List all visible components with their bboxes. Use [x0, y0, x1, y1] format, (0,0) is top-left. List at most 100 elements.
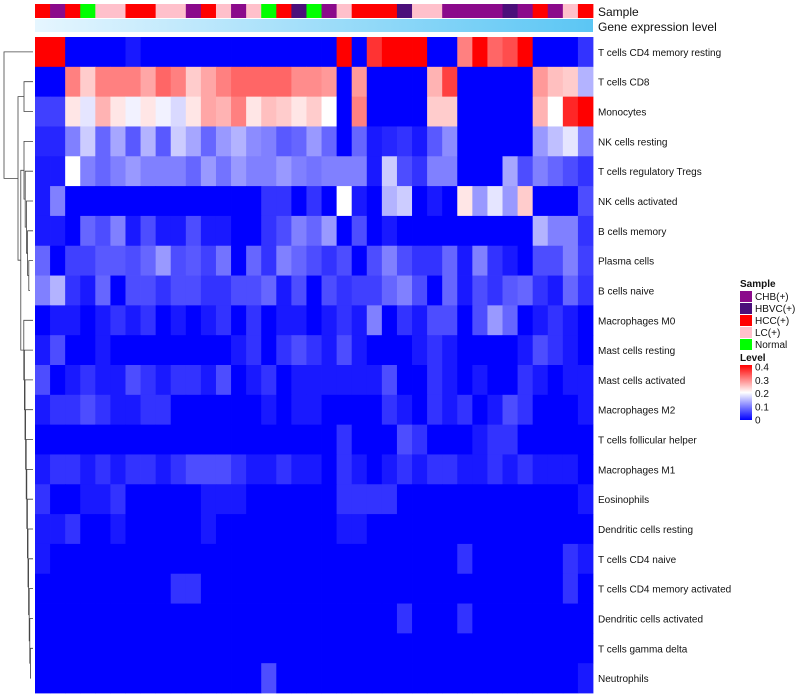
- heatmap-cell: [487, 454, 503, 485]
- heatmap-cell: [306, 126, 322, 157]
- heatmap-cell: [577, 126, 594, 157]
- heatmap-cell: [291, 66, 307, 98]
- heatmap-cell: [442, 424, 458, 455]
- heatmap-cell: [170, 37, 187, 68]
- heatmap-cell: [427, 573, 443, 604]
- heatmap-cell: [351, 424, 368, 455]
- heatmap-cell: [276, 96, 292, 127]
- heatmap-cell: [457, 663, 473, 694]
- heatmap-cell: [487, 305, 503, 336]
- heatmap-cell: [487, 424, 503, 455]
- heatmap-cell: [140, 424, 157, 455]
- heatmap-cell: [532, 484, 549, 515]
- heatmap-cell: [336, 663, 353, 694]
- heatmap-cell: [472, 126, 488, 157]
- heatmap-cell: [412, 394, 428, 426]
- heatmap-cell: [562, 96, 579, 127]
- heatmap-cell: [502, 126, 518, 157]
- heatmap-cell: [65, 156, 81, 187]
- heatmap-cell: [95, 37, 111, 68]
- heatmap-cell: [351, 335, 368, 366]
- heatmap-cell: [110, 603, 126, 634]
- heatmap-cell: [442, 484, 458, 515]
- heatmap-cell: [502, 573, 518, 604]
- sample-cell: [442, 4, 458, 18]
- heatmap-cell: [50, 335, 66, 366]
- sample-cell: [321, 4, 338, 18]
- row-label: Dendritic cells resting: [598, 525, 693, 536]
- sample-cell: [306, 4, 322, 18]
- dendrogram-branch: [3, 51, 33, 179]
- sample-cell: [412, 4, 428, 18]
- heatmap-cell: [125, 394, 141, 426]
- heatmap-cell: [547, 424, 564, 455]
- heatmap-cell: [95, 215, 111, 247]
- heatmap-cell: [336, 484, 353, 515]
- heatmap-cell: [246, 275, 262, 306]
- heatmap-cell: [502, 245, 518, 276]
- heatmap-cell: [366, 305, 383, 336]
- heatmap-cell: [276, 424, 292, 455]
- heatmap-cell: [215, 37, 232, 68]
- heatmap-cell: [185, 305, 202, 336]
- heatmap-cell: [351, 215, 368, 247]
- heatmap-cell: [442, 66, 458, 98]
- heatmap-cell: [50, 663, 66, 694]
- row-label: Macrophages M2: [598, 406, 676, 417]
- heatmap-cell: [140, 156, 157, 187]
- heatmap-cell: [517, 305, 534, 336]
- heatmap-cell: [200, 424, 217, 455]
- heatmap-cell: [215, 305, 232, 336]
- heatmap-cell: [261, 365, 277, 396]
- heatmap-cell: [170, 215, 187, 247]
- heatmap-cell: [502, 454, 518, 485]
- row-label: NK cells activated: [598, 197, 677, 208]
- row-label: Macrophages M1: [598, 465, 676, 476]
- heatmap-cell: [110, 215, 126, 247]
- heatmap-cell: [487, 484, 503, 515]
- heatmap-cell: [95, 424, 111, 455]
- heatmap-cell: [231, 484, 247, 515]
- heatmap-cell: [366, 156, 383, 187]
- heatmap-cell: [291, 424, 307, 455]
- heatmap-cell: [457, 543, 473, 575]
- heatmap-cell: [140, 186, 157, 217]
- heatmap-cell: [381, 66, 398, 98]
- sample-cell: [95, 4, 111, 18]
- heatmap-cell: [532, 335, 549, 366]
- heatmap-cell: [517, 215, 534, 247]
- heatmap-cell: [215, 275, 232, 306]
- heatmap-cell: [291, 156, 307, 187]
- heatmap-cell: [532, 514, 549, 545]
- heatmap-cell: [472, 305, 488, 336]
- heatmap-cell: [35, 156, 51, 187]
- heatmap-cell: [396, 126, 413, 157]
- heatmap-cell: [276, 66, 292, 98]
- heatmap-cell: [562, 663, 579, 694]
- row-label: Dendritic cells activated: [598, 614, 703, 625]
- heatmap-cell: [306, 394, 322, 426]
- row-label: T cells regulatory Tregs: [598, 167, 702, 178]
- sample-legend-label: Normal: [755, 340, 787, 351]
- heatmap-cell: [562, 215, 579, 247]
- heatmap-cell: [412, 215, 428, 247]
- heatmap-cell: [472, 543, 488, 575]
- heatmap-cell: [472, 454, 488, 485]
- heatmap-cell: [125, 514, 141, 545]
- heatmap-cell: [185, 156, 202, 187]
- heatmap-cell: [472, 96, 488, 127]
- heatmap-cell: [200, 66, 217, 98]
- heatmap-cell: [517, 543, 534, 575]
- heatmap-cell: [200, 454, 217, 485]
- heatmap-cell: [35, 275, 51, 306]
- heatmap-cell: [457, 514, 473, 545]
- heatmap-cell: [80, 573, 96, 604]
- sample-cell: [65, 4, 81, 18]
- heatmap-cell: [366, 603, 383, 634]
- heatmap-cell: [155, 394, 172, 426]
- heatmap-cell: [170, 186, 187, 217]
- heatmap-cell: [65, 186, 81, 217]
- heatmap-cell: [110, 394, 126, 426]
- heatmap-cell: [261, 275, 277, 306]
- heatmap-cell: [95, 275, 111, 306]
